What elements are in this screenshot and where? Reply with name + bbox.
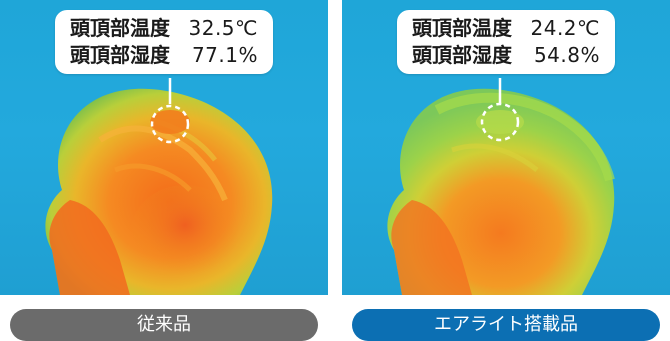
humidity-value: 54.8% [533,43,600,67]
temperature-row: 頭頂部温度 32.5℃ [70,15,258,42]
temperature-row: 頭頂部温度 24.2℃ [412,15,600,42]
temperature-label: 頭頂部温度 [70,16,170,40]
temperature-value: 32.5℃ [188,16,258,40]
thermal-image-airlite: 頭頂部温度 24.2℃ 頭頂部湿度 54.8% [342,0,670,295]
humidity-row: 頭頂部湿度 54.8% [412,42,600,69]
humidity-label: 頭頂部湿度 [70,43,170,67]
thermal-image-conventional: 頭頂部温度 32.5℃ 頭頂部湿度 77.1% [0,0,328,295]
measurement-label-airlite: 頭頂部温度 24.2℃ 頭頂部湿度 54.8% [397,10,615,74]
temperature-value: 24.2℃ [530,16,600,40]
humidity-value: 77.1% [191,43,258,67]
measurement-label-conventional: 頭頂部温度 32.5℃ 頭頂部湿度 77.1% [55,10,273,74]
caption-airlite: エアライト搭載品 [352,309,660,341]
humidity-row: 頭頂部湿度 77.1% [70,42,258,69]
humidity-label: 頭頂部湿度 [412,43,512,67]
temperature-label: 頭頂部温度 [412,16,512,40]
thermal-head-conventional [45,78,273,295]
thermal-head-airlite [387,78,615,295]
caption-conventional: 従来品 [10,309,318,341]
